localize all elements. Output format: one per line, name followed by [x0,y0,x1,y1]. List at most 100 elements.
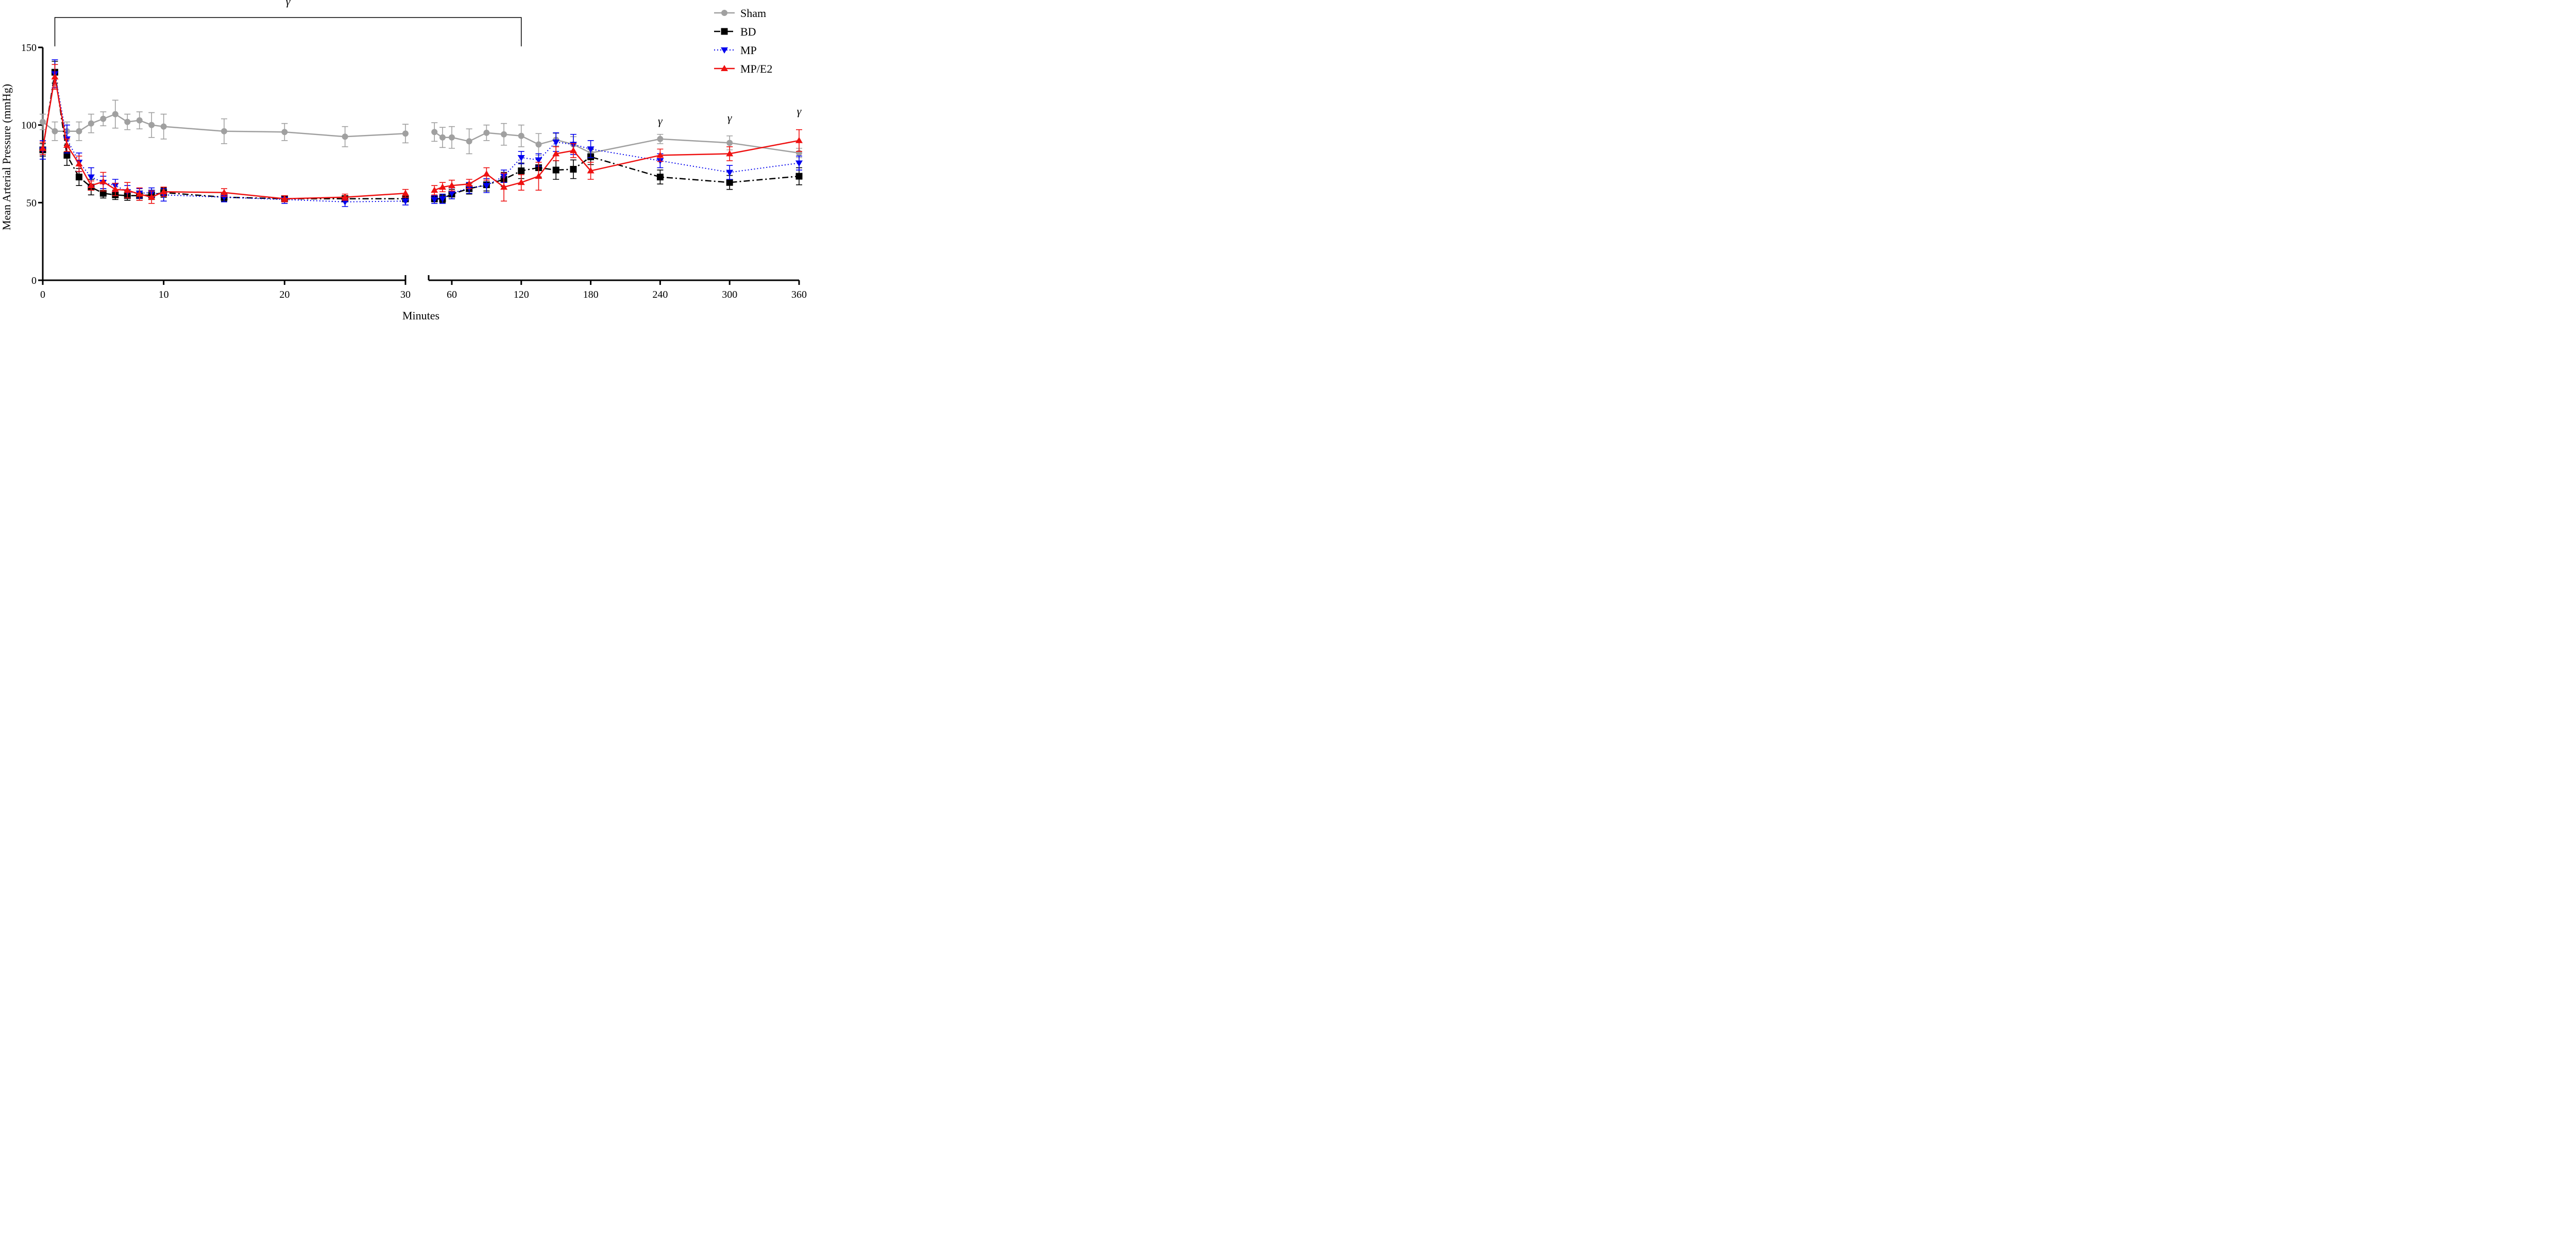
data-point [795,160,803,167]
data-point [552,150,560,157]
data-point [535,141,542,148]
data-point [87,174,95,181]
data-point [726,179,733,186]
data-point [431,186,438,193]
data-point [501,131,507,138]
significance-label: γ [286,0,291,8]
significance-label: γ [797,105,802,117]
series-line [434,131,800,154]
series-line [434,141,800,200]
data-point [99,178,107,184]
data-point [221,189,228,195]
data-point [721,47,728,54]
data-point [465,180,473,187]
data-point [99,190,107,197]
data-point [124,118,131,125]
significance-label: γ [727,111,733,124]
data-point [721,28,728,35]
data-point [483,183,490,190]
data-point [439,134,446,141]
y-tick-label: 50 [26,197,37,209]
data-point [656,174,664,181]
mean-arterial-pressure-chart: 0 50 100 150 0 10 20 30 60 120 180 240 300 360 γ γ γ γ S… [0,0,807,321]
x-tick-label: 300 [722,289,737,300]
data-point [726,150,734,157]
legend-label: MP [740,44,757,57]
data-point [341,199,349,206]
data-point [431,197,438,203]
data-point [40,118,46,125]
data-point [148,193,156,200]
series-mp-e2 [39,64,803,204]
series-sham [40,99,802,160]
data-point [111,185,119,192]
x-axis-title: Minutes [402,309,439,321]
data-point [221,128,227,134]
data-point [51,73,59,80]
axes: 0 50 100 150 0 10 20 30 60 120 180 240 300 360 [21,42,807,300]
data-point [535,157,543,164]
series-line [434,140,800,191]
legend-item-mp: MP [714,44,757,57]
legend-label: BD [740,25,756,38]
data-point [160,123,167,130]
data-point [63,151,71,159]
data-point [75,160,83,166]
data-point [448,182,455,189]
x-tick-label: 360 [791,289,807,300]
x-tick-label: 30 [400,289,411,300]
series-line [42,73,406,202]
legend-item-sham: Sham [714,7,766,20]
data-point [795,173,803,180]
data-point [721,10,727,16]
data-point [726,140,733,146]
legend-item-bd: BD [714,25,756,38]
x-tick-label: 60 [447,289,457,300]
data-point [438,196,446,202]
data-point [402,198,409,205]
x-tick-label: 20 [279,289,290,300]
series [39,59,803,207]
data-point [569,147,577,154]
data-point [160,188,167,195]
data-point [517,155,525,161]
data-point [438,183,446,190]
data-point [87,182,95,189]
data-point [135,190,143,197]
legend-label: Sham [740,7,766,20]
data-point [402,130,409,137]
annotations: γ γ γ γ [54,0,802,127]
data-point [518,132,524,139]
y-tick-label: 100 [21,120,37,131]
data-point [431,129,438,135]
data-point [112,111,118,117]
data-point [281,195,289,201]
y-tick-label: 0 [31,275,37,286]
data-point [726,169,734,176]
x-tick-label: 10 [159,289,169,300]
data-point [795,137,803,143]
data-point [517,179,525,185]
legend: Sham BD MP MP/E2 [714,7,772,75]
series-bd [39,61,803,203]
data-point [88,120,94,127]
data-point [657,135,664,142]
data-point [342,133,348,140]
significance-label: γ [658,114,663,127]
x-tick-label: 180 [583,289,599,300]
data-point [552,166,560,174]
data-point [535,173,543,179]
x-tick-label: 240 [652,289,668,300]
data-point [587,167,595,174]
data-point [52,128,58,134]
data-point [281,129,288,135]
data-point [39,144,46,151]
data-point [587,146,595,153]
data-point [570,166,577,173]
data-point [448,134,455,141]
series-mp [39,59,803,207]
x-tick-label: 120 [514,289,529,300]
data-point [124,186,131,193]
data-point [136,117,143,124]
legend-label: MP/E2 [740,62,772,75]
